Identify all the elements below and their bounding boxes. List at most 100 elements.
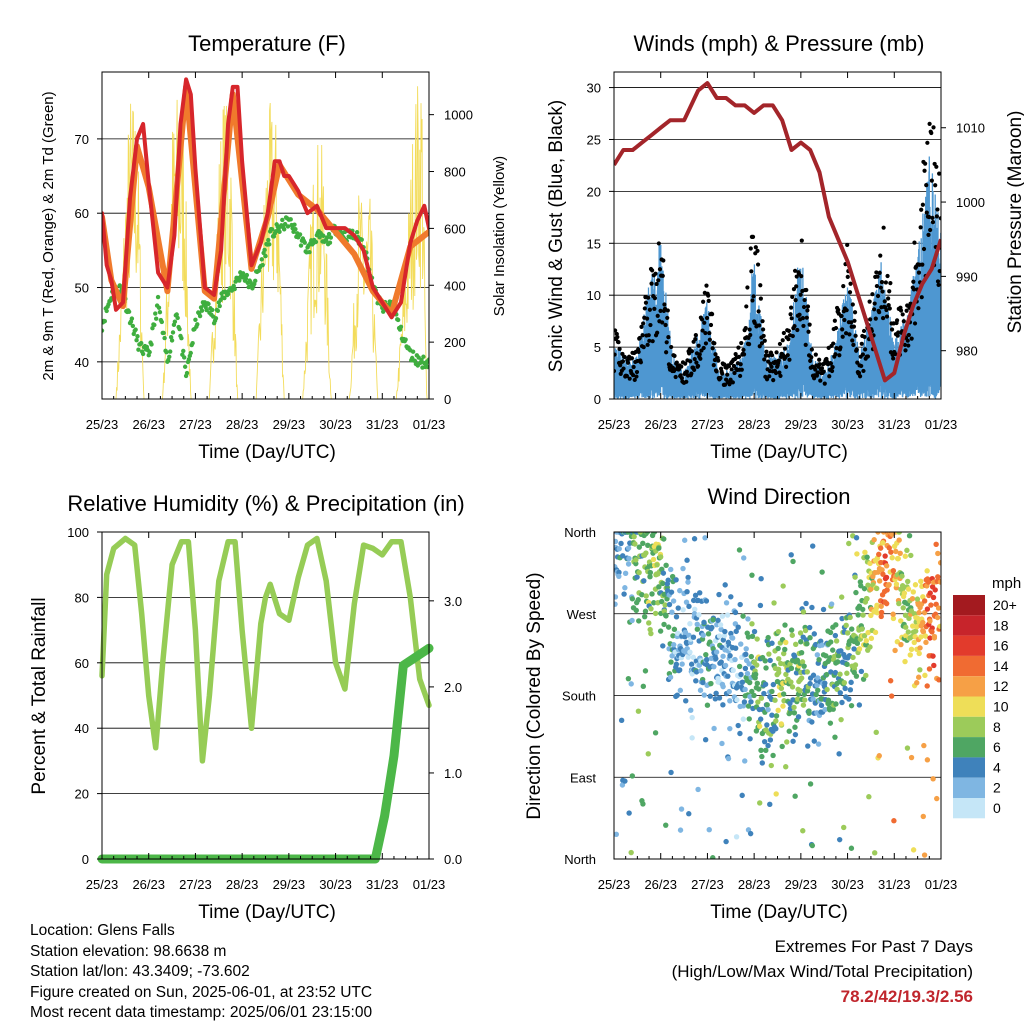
gust-point (906, 332, 911, 338)
direction-point (737, 730, 743, 737)
direction-point (816, 656, 822, 663)
direction-point (640, 540, 646, 546)
gust-point (657, 267, 663, 272)
direction-point (614, 538, 619, 545)
gust-point (842, 317, 847, 323)
gust-point (929, 130, 934, 136)
direction-point (855, 612, 861, 618)
direction-point (697, 687, 704, 693)
direction-point (828, 669, 834, 675)
gust-point (774, 350, 779, 355)
dewpoint-point (297, 232, 303, 237)
direction-point (707, 639, 713, 645)
direction-point (797, 687, 803, 694)
direction-point (663, 613, 669, 619)
gust-point (693, 333, 698, 338)
gust-point (834, 345, 839, 351)
direction-point (693, 678, 699, 684)
dewpoint-point (425, 364, 429, 370)
direction-point (622, 778, 628, 784)
direction-point (905, 578, 911, 585)
direction-point (875, 532, 881, 535)
winds-panel: Winds (mph) & Pressure (mb) 25/23 26/23 27… (546, 31, 1024, 463)
dewpoint-point (326, 231, 332, 237)
direction-point (694, 626, 701, 632)
gust-point (792, 324, 797, 329)
gust-point (924, 210, 929, 215)
gust-point (750, 234, 756, 239)
gust-point (801, 304, 807, 310)
direction-point (873, 729, 879, 736)
dewpoint-point (267, 242, 272, 247)
direction-point (636, 618, 642, 624)
direction-point (701, 692, 707, 698)
x-tick-label: 26/23 (132, 877, 165, 892)
gust-point (632, 377, 637, 383)
direction-point (773, 791, 779, 797)
gust-point (919, 295, 924, 300)
gust-point (736, 345, 741, 350)
y2-tick-label: 0 (444, 392, 451, 407)
dewpoint-point (157, 309, 163, 315)
x-tick-label: 25/23 (598, 417, 631, 432)
gust-point (662, 302, 667, 307)
direction-point (788, 679, 794, 685)
gust-point (850, 302, 855, 307)
direction-point (872, 629, 879, 636)
direction-point (896, 600, 902, 607)
dewpoint-point (213, 316, 219, 321)
gust-point (928, 227, 933, 233)
direction-point (844, 630, 851, 636)
gust-point (778, 373, 783, 379)
direction-point (687, 649, 693, 655)
gust-point (720, 371, 725, 376)
direction-point (921, 742, 927, 749)
gust-point (643, 300, 649, 305)
gust-point (831, 341, 836, 346)
y2-tick-label: 3.0 (444, 594, 462, 609)
direction-point (714, 621, 720, 628)
gust-point (753, 245, 758, 250)
direction-point (677, 827, 684, 833)
direction-point (719, 613, 726, 619)
direction-point (775, 645, 781, 652)
solar-line (102, 86, 429, 399)
direction-point (652, 610, 659, 617)
gust-point (764, 377, 770, 382)
direction-point (790, 738, 796, 744)
direction-point (810, 672, 817, 678)
gust-point (836, 307, 841, 313)
direction-point (810, 543, 816, 549)
direction-point (735, 722, 741, 729)
dewpoint-point (164, 349, 169, 355)
direction-point (693, 669, 700, 675)
y2-tick-label: 2.0 (444, 680, 462, 695)
direction-point (733, 628, 739, 635)
gust-point (639, 324, 644, 329)
gust-point (847, 290, 853, 295)
gust-point (861, 368, 866, 374)
direction-point (758, 695, 765, 701)
direction-point (814, 652, 821, 658)
legend-label: 16 (993, 638, 1009, 654)
gust-point (748, 246, 753, 251)
gust-point (693, 336, 698, 342)
direction-point (902, 658, 908, 665)
direction-point (686, 603, 692, 610)
gust-point (833, 325, 839, 331)
direction-point (822, 680, 828, 686)
direction-point (761, 690, 767, 697)
gust-point (837, 353, 842, 358)
gust-point (809, 355, 814, 360)
y-tick-label: South (562, 689, 596, 704)
direction-point (618, 540, 624, 547)
direction-point (742, 665, 749, 672)
gust-point (688, 359, 693, 364)
direction-point (629, 596, 636, 602)
gust-point (760, 319, 765, 324)
gust-point (926, 214, 932, 220)
dewpoint-point (135, 334, 140, 339)
direction-point (832, 734, 838, 740)
gust-point (650, 339, 655, 344)
gust-point (738, 362, 743, 367)
